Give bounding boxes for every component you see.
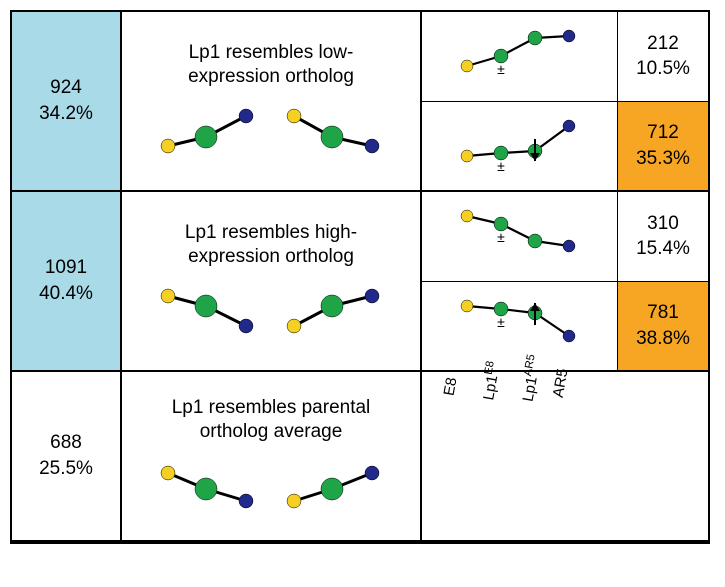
main-graph-pair [158,281,384,341]
pm-symbol: ± [497,314,505,330]
count-value: 212 [647,31,679,57]
left-count-cell: 68825.5% [12,372,122,540]
subrow-graph-cell: ± [422,102,618,191]
axis-labels: E8Lp1E8Lp1AR5AR5 [436,376,632,426]
data-point [195,295,217,317]
subrow-count-cell: 71235.3% [618,102,708,191]
description-cell: Lp1 resembles high-expression ortholog [122,192,422,370]
subrow-graph-cell: ± [422,192,618,281]
count-value: 310 [647,211,679,237]
subrow: ±31015.4% [422,192,708,282]
dot-line-graph [158,101,258,161]
dot-line-graph [158,281,258,341]
dot-line-graph [284,101,384,161]
figure-row: 109140.4% Lp1 resembles high-expression o… [12,192,708,372]
count-value: 924 [50,75,82,101]
description-text: Lp1 resembles low-expression ortholog [188,41,354,89]
pm-symbol: ± [497,158,505,174]
data-point [563,30,575,42]
pct-value: 40.4% [39,281,93,307]
data-point [161,466,175,480]
data-point [365,466,379,480]
pm-symbol: ± [497,229,505,245]
dot-line-graph: ± [455,21,585,91]
pct-value: 10.5% [636,56,690,82]
data-point [195,478,217,500]
description-cell: Lp1 resembles low-expression ortholog [122,12,422,190]
figure-root: 92434.2% Lp1 resembles low-expression ort… [10,10,710,544]
dot-line-graph [284,281,384,341]
subrow-count-cell: 78138.8% [618,282,708,371]
subrows-cell: ±31015.4%±78138.8% [422,192,708,370]
data-point [461,60,473,72]
figure-row: 92434.2% Lp1 resembles low-expression ort… [12,12,708,192]
subrow: ±71235.3% [422,102,708,191]
data-point [239,109,253,123]
main-graph-pair [158,456,384,516]
data-point [287,494,301,508]
data-point [461,150,473,162]
main-graph-pair [158,101,384,161]
count-value: 688 [50,430,82,456]
data-point [287,319,301,333]
data-point [239,494,253,508]
count-value: 712 [647,120,679,146]
left-count-cell: 109140.4% [12,192,122,370]
dot-line-graph: ± [455,111,585,181]
pm-symbol: ± [497,61,505,77]
data-point [321,126,343,148]
subrow: ±21210.5% [422,12,708,102]
subrow-graph-cell: ± [422,282,618,371]
subrow-count-cell: 31015.4% [618,192,708,281]
data-point [365,289,379,303]
data-point [287,109,301,123]
data-point [461,300,473,312]
subrows-cell: ±21210.5%±71235.3% [422,12,708,190]
pct-value: 25.5% [39,456,93,482]
subrow: ±78138.8% [422,282,708,371]
pct-value: 38.8% [636,326,690,352]
pct-value: 34.2% [39,101,93,127]
subrow-count-cell: 21210.5% [618,12,708,101]
pct-value: 35.3% [636,146,690,172]
data-point [321,478,343,500]
data-point [365,139,379,153]
data-point [528,31,542,45]
data-point [195,126,217,148]
left-count-cell: 92434.2% [12,12,122,190]
subrow-graph-cell: ± [422,12,618,101]
data-point [528,234,542,248]
dot-line-graph [284,456,384,516]
data-point [239,319,253,333]
dot-line-graph: ± [455,201,585,271]
data-point [461,210,473,222]
data-point [161,139,175,153]
count-value: 1091 [45,255,87,281]
data-point [563,120,575,132]
data-point [161,289,175,303]
count-value: 781 [647,300,679,326]
description-text: Lp1 resembles high-expression ortholog [185,221,357,269]
pct-value: 15.4% [636,236,690,262]
description-text: Lp1 resembles parentalortholog average [172,396,371,444]
dot-line-graph: ± [455,291,585,361]
data-point [563,330,575,342]
dot-line-graph [158,456,258,516]
data-point [321,295,343,317]
description-cell: Lp1 resembles parentalortholog average [122,372,422,540]
data-point [563,240,575,252]
